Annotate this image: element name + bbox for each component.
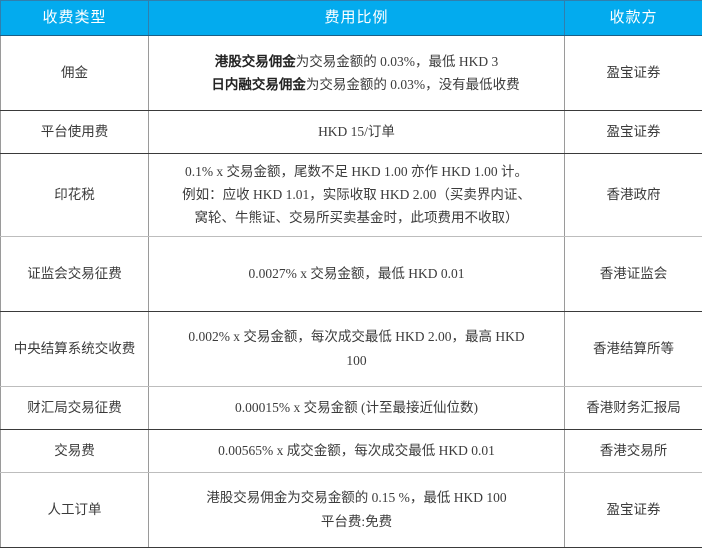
- fee-rate-text: 为交易金额的 0.03%，没有最低收费: [306, 77, 520, 92]
- fee-rate-text: 为交易金额的 0.03%，最低 HKD 3: [296, 54, 499, 69]
- table-row: 交易费 0.00565% x 成交金额，每次成交最低 HKD 0.01 香港交易所: [1, 429, 702, 472]
- cell-fee-type: 中央结算系统交收费: [1, 311, 149, 386]
- cell-fee-type: 佣金: [1, 36, 149, 111]
- fee-rate-text: HKD 15/订单: [318, 124, 395, 139]
- fee-rate-text: 0.002% x 交易金额，每次成交最低 HKD 2.00，最高 HKD: [188, 329, 524, 344]
- fee-rate-text: 0.1% x 交易金额，尾数不足 HKD 1.00 亦作 HKD 1.00 计。: [185, 164, 528, 179]
- fee-rate-line: 港股交易佣金为交易金额的 0.15 %，最低 HKD 100: [163, 486, 550, 509]
- fee-rate-line: 0.00565% x 成交金额，每次成交最低 HKD 0.01: [163, 439, 550, 462]
- cell-payee: 盈宝证券: [565, 111, 702, 154]
- fee-rate-line: 0.002% x 交易金额，每次成交最低 HKD 2.00，最高 HKD: [163, 325, 550, 348]
- fee-rate-line: 日内融交易佣金为交易金额的 0.03%，没有最低收费: [163, 73, 550, 96]
- fee-rate-text: 窝轮、牛熊证、交易所买卖基金时，此项费用不收取）: [195, 210, 519, 225]
- cell-payee: 盈宝证券: [565, 36, 702, 111]
- fee-rate-line: HKD 15/订单: [163, 120, 550, 143]
- fee-rate-text: 0.00015% x 交易金额 (计至最接近仙位数): [235, 400, 478, 415]
- fee-rate-line: 0.00015% x 交易金额 (计至最接近仙位数): [163, 396, 550, 419]
- table-row: 财汇局交易征费 0.00015% x 交易金额 (计至最接近仙位数) 香港财务汇报局: [1, 386, 702, 429]
- cell-fee-type: 交易费: [1, 429, 149, 472]
- fee-rate-line: 0.1% x 交易金额，尾数不足 HKD 1.00 亦作 HKD 1.00 计。: [163, 160, 550, 183]
- header-row: 收费类型 费用比例 收款方: [1, 1, 702, 36]
- cell-fee-rate: 0.0027% x 交易金额，最低 HKD 0.01: [149, 236, 565, 311]
- cell-payee: 香港结算所等: [565, 311, 702, 386]
- column-header-fee-rate: 费用比例: [149, 1, 565, 36]
- table-header: 收费类型 费用比例 收款方: [1, 1, 702, 36]
- cell-fee-rate: 0.00015% x 交易金额 (计至最接近仙位数): [149, 386, 565, 429]
- cell-payee: 香港财务汇报局: [565, 386, 702, 429]
- fee-rate-line: 0.0027% x 交易金额，最低 HKD 0.01: [163, 262, 550, 285]
- table-row: 证监会交易征费 0.0027% x 交易金额，最低 HKD 0.01 香港证监会: [1, 236, 702, 311]
- cell-payee: 香港交易所: [565, 429, 702, 472]
- fee-rate-text: 例如：应收 HKD 1.01，实际收取 HKD 2.00（买卖界内证、: [182, 187, 531, 202]
- fee-rate-line: 例如：应收 HKD 1.01，实际收取 HKD 2.00（买卖界内证、: [163, 183, 550, 206]
- cell-fee-rate: 0.00565% x 成交金额，每次成交最低 HKD 0.01: [149, 429, 565, 472]
- cell-fee-rate: HKD 15/订单: [149, 111, 565, 154]
- fee-rate-text: 0.00565% x 成交金额，每次成交最低 HKD 0.01: [218, 443, 495, 458]
- fee-rate-line: 100: [163, 349, 550, 372]
- fee-rate-emphasis: 港股交易佣金: [215, 54, 296, 69]
- fee-rate-line: 窝轮、牛熊证、交易所买卖基金时，此项费用不收取）: [163, 206, 550, 229]
- fee-rate-text: 平台费:免费: [321, 514, 392, 529]
- cell-fee-type: 证监会交易征费: [1, 236, 149, 311]
- cell-fee-type: 平台使用费: [1, 111, 149, 154]
- cell-fee-rate: 0.1% x 交易金额，尾数不足 HKD 1.00 亦作 HKD 1.00 计。…: [149, 154, 565, 237]
- cell-fee-rate: 0.002% x 交易金额，每次成交最低 HKD 2.00，最高 HKD 100: [149, 311, 565, 386]
- table-row: 人工订单 港股交易佣金为交易金额的 0.15 %，最低 HKD 100 平台费:免费…: [1, 472, 702, 547]
- column-header-payee: 收款方: [565, 1, 702, 36]
- cell-fee-type: 印花税: [1, 154, 149, 237]
- fee-rate-text: 100: [346, 353, 366, 368]
- cell-fee-type: 人工订单: [1, 472, 149, 547]
- cell-payee: 盈宝证券: [565, 472, 702, 547]
- cell-fee-rate: 港股交易佣金为交易金额的 0.15 %，最低 HKD 100 平台费:免费: [149, 472, 565, 547]
- fee-rate-line: 平台费:免费: [163, 510, 550, 533]
- fee-schedule-container: 收费类型 费用比例 收款方 佣金港股交易佣金为交易金额的 0.03%，最低 HK…: [0, 0, 702, 485]
- cell-fee-type: 财汇局交易征费: [1, 386, 149, 429]
- fee-rate-line: 港股交易佣金为交易金额的 0.03%，最低 HKD 3: [163, 50, 550, 73]
- cell-payee: 香港政府: [565, 154, 702, 237]
- cell-payee: 香港证监会: [565, 236, 702, 311]
- fee-rate-text: 港股交易佣金为交易金额的 0.15 %，最低 HKD 100: [206, 490, 506, 505]
- table-row: 平台使用费 HKD 15/订单 盈宝证券: [1, 111, 702, 154]
- fee-rate-emphasis: 日内融交易佣金: [211, 77, 306, 92]
- column-header-fee-type: 收费类型: [1, 1, 149, 36]
- fee-rate-text: 0.0027% x 交易金额，最低 HKD 0.01: [249, 266, 465, 281]
